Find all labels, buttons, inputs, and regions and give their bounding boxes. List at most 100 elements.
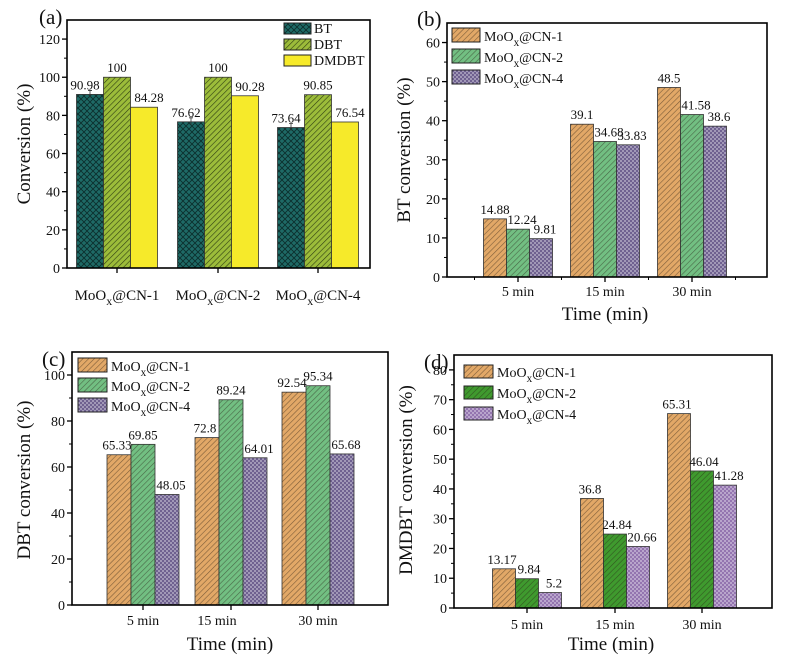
- y-tick-label: 120: [39, 33, 60, 48]
- y-tick-label: 80: [46, 109, 60, 124]
- bar-moox-cn-1-1: [194, 437, 220, 606]
- legend-swatch: [283, 54, 312, 67]
- bar-moox-cn-4-1: [242, 457, 268, 606]
- x-tick-label: 5 min: [511, 618, 543, 633]
- bar-moox-cn-4-1: [626, 546, 650, 609]
- data-label: 65.68: [331, 437, 360, 452]
- legend-label: DBT: [314, 38, 342, 53]
- bar-dbt-1: [204, 76, 232, 269]
- chart-panel-a: 90.98 76.62 73.64 100 100 90.85 84.28 90.28 76.5…: [14, 5, 371, 308]
- legend-swatch: [283, 22, 312, 35]
- chart-panel-c: 65.33 72.8 92.54 69.85 89.24 95.34 48.05 64.01 6…: [14, 347, 389, 655]
- legend-label: MoOx@CN-1: [111, 360, 190, 379]
- error-bar: [88, 90, 92, 98]
- bar-moox-cn-2-1: [218, 399, 244, 606]
- y-tick-label: 0: [440, 602, 447, 617]
- y-tick-label: 40: [433, 483, 447, 498]
- chart-panel-b: 14.88 39.1 48.5 12.24 34.68 41.58 9.81 33.83 38.…: [394, 7, 768, 325]
- y-tick-label: 50: [433, 453, 447, 468]
- legend-label-subscript: x: [141, 407, 147, 419]
- legend-label: MoOx@CN-2: [111, 380, 190, 399]
- data-label: 73.64: [271, 111, 301, 126]
- legend-label-subscript: x: [527, 373, 533, 385]
- legend-label-subscript: x: [527, 415, 533, 427]
- bar-moox-cn-2-2: [305, 385, 331, 606]
- data-label: 38.6: [708, 109, 731, 124]
- panel-label: (a): [39, 5, 62, 29]
- legend-label-base: MoO: [497, 366, 527, 381]
- legend-label-subscript: x: [514, 37, 520, 49]
- legend-swatch: [283, 38, 312, 51]
- y-axis-title: BT conversion (%): [394, 77, 415, 222]
- legend-label-subscript: x: [514, 79, 520, 91]
- data-label: 34.68: [594, 124, 623, 139]
- data-label: 100: [107, 60, 127, 75]
- legend-swatch: [463, 364, 494, 379]
- data-label: 9.84: [518, 562, 541, 577]
- legend-swatch: [463, 385, 494, 400]
- x-tick-label: 15 min: [595, 618, 634, 633]
- y-tick-label: 50: [426, 76, 440, 91]
- bar-moox-cn-4-0: [529, 238, 553, 278]
- legend-label-rest: @CN-2: [519, 51, 563, 66]
- bar-dmdbt-2: [331, 121, 359, 269]
- y-tick-label: 40: [426, 115, 440, 130]
- y-tick-label: 40: [51, 507, 65, 522]
- y-tick-label: 100: [44, 369, 65, 384]
- x-tick-label: 30 min: [672, 285, 711, 300]
- y-tick-label: 60: [426, 37, 440, 52]
- x-tick-label: 5 min: [127, 614, 159, 629]
- y-tick-label: 80: [433, 364, 447, 379]
- legend-label-base: MoO: [111, 400, 141, 415]
- bar-moox-cn-4-2: [329, 453, 355, 606]
- bar-moox-cn-2-2: [690, 470, 714, 609]
- legend-label-rest: @CN-4: [532, 408, 576, 423]
- y-tick-label: 10: [433, 572, 447, 587]
- legend-label-rest: @CN-1: [532, 366, 576, 381]
- bar-moox-cn-2-1: [593, 141, 617, 278]
- data-label: 33.83: [617, 128, 646, 143]
- legend-label-base: MoO: [497, 387, 527, 402]
- legend-swatch: [451, 48, 481, 64]
- chart-panel-d: 13.17 36.8 65.31 9.84 24.84 46.04 5.2 20.66 41.2…: [396, 350, 773, 655]
- y-tick-label: 60: [51, 461, 65, 476]
- legend-label: BT: [314, 22, 332, 37]
- legend-label-subscript: x: [527, 394, 533, 406]
- data-label: 20.66: [627, 530, 657, 545]
- x-tick-label: 15 min: [197, 614, 236, 629]
- y-axis-title: DMDBT conversion (%): [396, 385, 417, 575]
- x-category-label-subscript: x: [106, 294, 112, 308]
- y-tick-label: 70: [433, 394, 447, 409]
- data-label: 9.81: [534, 222, 557, 237]
- y-tick-label: 20: [426, 193, 440, 208]
- legend-label-subscript: x: [514, 58, 520, 70]
- axes-frame: [446, 22, 768, 278]
- legend-swatch: [463, 406, 494, 421]
- x-tick-label: 15 min: [585, 285, 624, 300]
- y-tick-label: 60: [46, 148, 60, 163]
- data-label: 36.8: [579, 481, 602, 496]
- bar-dmdbt-1: [231, 95, 259, 269]
- bar-moox-cn-1-0: [492, 568, 516, 609]
- legend-swatch: [451, 27, 481, 43]
- y-tick-label: 100: [39, 71, 60, 86]
- x-tick-label: 30 min: [682, 618, 721, 633]
- y-tick-label: 60: [433, 423, 447, 438]
- panel-label: (c): [42, 347, 65, 371]
- panel-label: (d): [424, 350, 449, 374]
- y-tick-label: 40: [46, 186, 60, 201]
- legend-label-subscript: x: [141, 387, 147, 399]
- legend-label-rest: @CN-4: [519, 72, 563, 87]
- x-category-label-subscript: x: [207, 294, 213, 308]
- data-label: 100: [208, 60, 228, 75]
- bar-bt-2: [277, 127, 305, 269]
- data-label: 48.5: [658, 70, 681, 85]
- bar-moox-cn-4-2: [703, 125, 727, 278]
- legend-label: MoOx@CN-4: [497, 408, 576, 427]
- legend-label-base: MoO: [497, 408, 527, 423]
- data-label: 24.84: [602, 517, 632, 532]
- data-label: 48.05: [156, 477, 185, 492]
